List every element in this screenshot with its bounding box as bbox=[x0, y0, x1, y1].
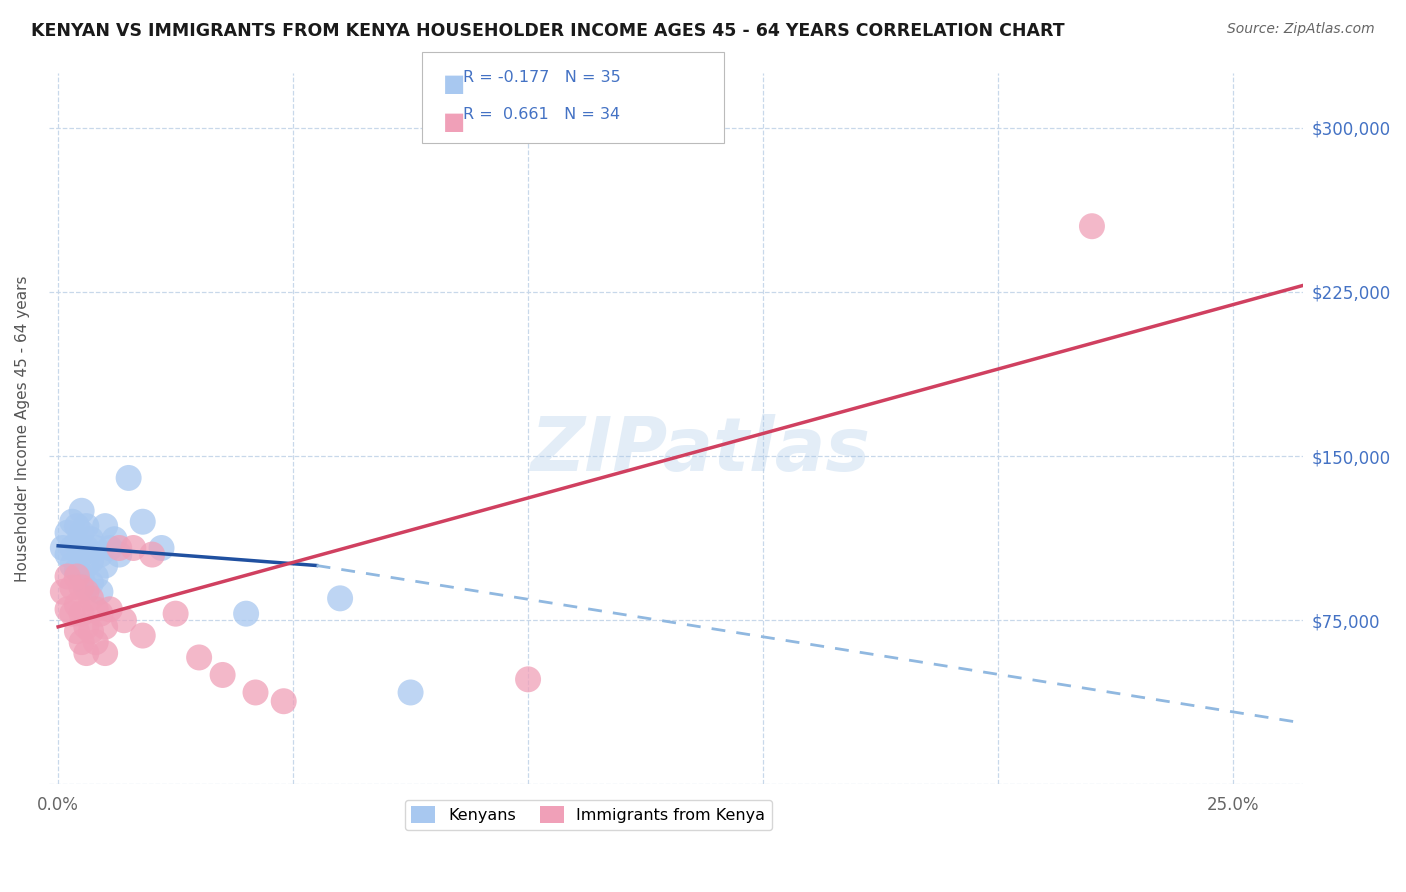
Point bbox=[188, 650, 211, 665]
Point bbox=[60, 558, 83, 573]
Point bbox=[66, 624, 89, 639]
Point bbox=[70, 525, 93, 540]
Point bbox=[70, 635, 93, 649]
Legend: Kenyans, Immigrants from Kenya: Kenyans, Immigrants from Kenya bbox=[405, 799, 772, 830]
Point bbox=[56, 602, 79, 616]
Point bbox=[52, 541, 75, 555]
Point bbox=[108, 541, 131, 555]
Point bbox=[60, 607, 83, 621]
Point bbox=[273, 694, 295, 708]
Text: Source: ZipAtlas.com: Source: ZipAtlas.com bbox=[1227, 22, 1375, 37]
Point bbox=[60, 581, 83, 595]
Point bbox=[60, 541, 83, 555]
Point bbox=[70, 607, 93, 621]
Point bbox=[75, 584, 97, 599]
Point bbox=[150, 541, 173, 555]
Point bbox=[165, 607, 187, 621]
Point bbox=[75, 581, 97, 595]
Point bbox=[94, 558, 117, 573]
Point bbox=[66, 563, 89, 577]
Point bbox=[80, 576, 103, 591]
Point bbox=[52, 584, 75, 599]
Point bbox=[60, 515, 83, 529]
Text: ZIPatlas: ZIPatlas bbox=[531, 414, 872, 486]
Point bbox=[122, 541, 145, 555]
Text: KENYAN VS IMMIGRANTS FROM KENYA HOUSEHOLDER INCOME AGES 45 - 64 YEARS CORRELATIO: KENYAN VS IMMIGRANTS FROM KENYA HOUSEHOL… bbox=[31, 22, 1064, 40]
Point bbox=[75, 620, 97, 634]
Point bbox=[70, 548, 93, 562]
Point bbox=[80, 591, 103, 606]
Point bbox=[399, 685, 422, 699]
Point bbox=[70, 569, 93, 583]
Point bbox=[108, 548, 131, 562]
Point bbox=[70, 504, 93, 518]
Text: ■: ■ bbox=[443, 72, 465, 96]
Point bbox=[235, 607, 257, 621]
Point bbox=[66, 569, 89, 583]
Point bbox=[132, 629, 155, 643]
Point bbox=[112, 613, 135, 627]
Point bbox=[98, 541, 121, 555]
Point bbox=[80, 624, 103, 639]
Point bbox=[89, 607, 111, 621]
Point bbox=[66, 536, 89, 550]
Point bbox=[329, 591, 352, 606]
Point bbox=[517, 673, 540, 687]
Text: R =  0.661   N = 34: R = 0.661 N = 34 bbox=[463, 107, 620, 122]
Point bbox=[141, 548, 163, 562]
Point bbox=[98, 602, 121, 616]
Point bbox=[56, 525, 79, 540]
Point bbox=[211, 668, 233, 682]
Point bbox=[84, 602, 107, 616]
Point bbox=[94, 646, 117, 660]
Point bbox=[84, 541, 107, 555]
Point bbox=[245, 685, 267, 699]
Point bbox=[94, 620, 117, 634]
Point bbox=[80, 533, 103, 547]
Point bbox=[132, 515, 155, 529]
Point bbox=[75, 558, 97, 573]
Point bbox=[66, 519, 89, 533]
Point bbox=[56, 548, 79, 562]
Point bbox=[75, 541, 97, 555]
Point bbox=[89, 548, 111, 562]
Point bbox=[70, 581, 93, 595]
Y-axis label: Householder Income Ages 45 - 64 years: Householder Income Ages 45 - 64 years bbox=[15, 276, 30, 582]
Point bbox=[1081, 219, 1104, 234]
Point bbox=[80, 554, 103, 568]
Text: R = -0.177   N = 35: R = -0.177 N = 35 bbox=[463, 70, 620, 85]
Point bbox=[66, 598, 89, 612]
Point bbox=[94, 519, 117, 533]
Point bbox=[84, 569, 107, 583]
Point bbox=[84, 635, 107, 649]
Point bbox=[89, 584, 111, 599]
Point bbox=[75, 646, 97, 660]
Point bbox=[75, 519, 97, 533]
Text: ■: ■ bbox=[443, 110, 465, 134]
Point bbox=[56, 569, 79, 583]
Point bbox=[103, 533, 125, 547]
Point bbox=[117, 471, 139, 485]
